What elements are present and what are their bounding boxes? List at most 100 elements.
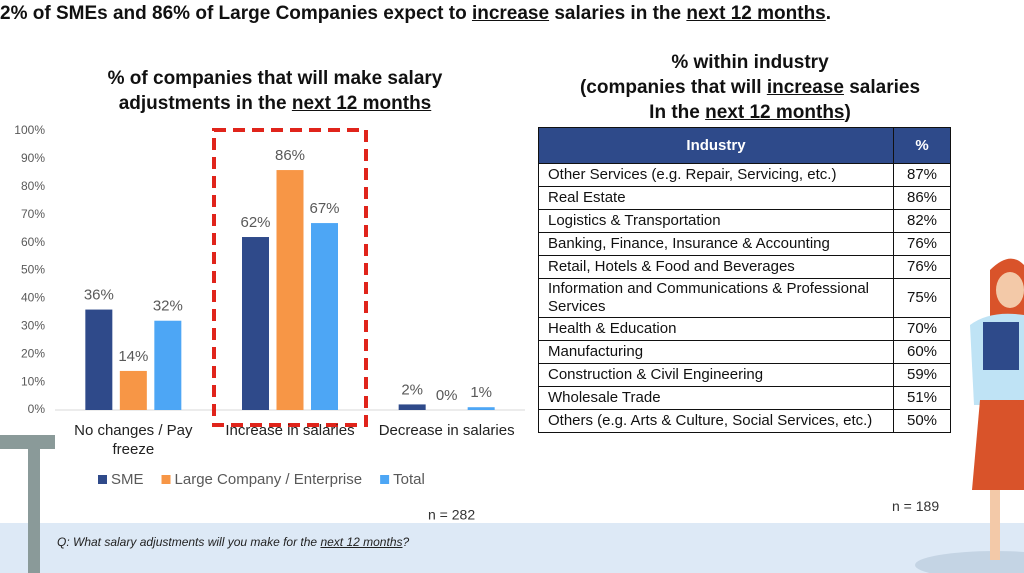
table-row: Construction & Civil Engineering 59%	[538, 363, 951, 387]
pct-cell: 60%	[893, 340, 951, 364]
value-label: 86%	[275, 147, 305, 164]
pct-cell: 59%	[893, 363, 951, 387]
pct-cell: 87%	[893, 163, 951, 187]
text-segment: 2% of SMEs and 86% of Large Companies ex…	[0, 3, 472, 24]
text-segment: )	[844, 102, 851, 123]
annotation: n = 282	[428, 507, 475, 523]
text-segment: (companies that will	[579, 77, 767, 98]
text-segment: increase	[766, 77, 844, 98]
table-note: n = 189	[892, 498, 940, 514]
footnote: Q: What salary adjustments will you make…	[57, 535, 409, 549]
value-label: 36%	[84, 287, 114, 304]
pct-cell: 86%	[893, 186, 951, 210]
industry-cell: Retail, Hotels & Food and Beverages	[538, 255, 894, 279]
table-row: Wholesale Trade 51%	[538, 386, 951, 410]
y-tick-label: 10%	[21, 374, 45, 388]
x-tick-label: Increase in salaries	[225, 422, 355, 439]
pct-cell: 82%	[893, 209, 951, 233]
text-segment: next 12 months	[291, 93, 432, 114]
table-row: Others (e.g. Arts & Culture, Social Serv…	[538, 409, 951, 433]
y-tick-label: 40%	[21, 291, 45, 305]
text-segment: next 12 months	[320, 535, 403, 549]
industry-cell: Others (e.g. Arts & Culture, Social Serv…	[538, 409, 894, 433]
pct-cell: 50%	[893, 409, 951, 433]
table-row: Banking, Finance, Insurance & Accounting…	[538, 232, 951, 256]
text-segment: adjustments in the	[118, 93, 292, 114]
industry-cell: Real Estate	[538, 186, 894, 210]
industry-cell: Manufacturing	[538, 340, 894, 364]
text-segment: salaries	[843, 77, 921, 98]
value-label: 2%	[401, 381, 423, 398]
bar	[276, 170, 304, 410]
bar	[467, 407, 495, 410]
y-tick-label: 50%	[21, 263, 45, 277]
y-tick-label: 60%	[21, 235, 45, 249]
pct-cell: 51%	[893, 386, 951, 410]
table-row: Health & Education 70%	[538, 317, 951, 341]
industry-cell: Logistics & Transportation	[538, 209, 894, 233]
bar-chart: 0% 10% 20% 30% 40% 50% 60% 70% 80% 90% 100% 36% 14% 3…	[14, 123, 525, 523]
value-label: 62%	[240, 214, 270, 231]
highlight-box	[212, 128, 368, 427]
floor-shadow	[915, 551, 1024, 573]
leg	[990, 490, 1000, 560]
bar	[242, 237, 269, 410]
y-tick-label: 30%	[21, 318, 45, 332]
table-row: Information and Communications & Profess…	[538, 278, 951, 318]
table-row: Manufacturing 60%	[538, 340, 951, 364]
folder	[983, 322, 1019, 370]
legend-label: Total	[393, 471, 425, 488]
footer-band	[0, 523, 1024, 573]
table-header: Industry%	[538, 127, 951, 164]
table-row: Real Estate 86%	[538, 186, 951, 210]
pct-cell: 76%	[893, 232, 951, 256]
bar	[119, 370, 147, 410]
industry-cell: Construction & Civil Engineering	[538, 363, 894, 387]
bar	[154, 320, 182, 410]
table-row: Other Services (e.g. Repair, Servicing, …	[538, 163, 951, 187]
text-segment: % within industry	[671, 52, 829, 73]
headline: 2% of SMEs and 86% of Large Companies ex…	[0, 3, 831, 25]
y-tick-label: 70%	[21, 207, 45, 221]
text-segment: In the	[649, 102, 706, 123]
text-segment: salaries in the	[549, 3, 687, 24]
title-line: (companies that will increase salaries	[540, 75, 960, 100]
text-segment: next 12 months	[705, 102, 845, 123]
desk-top	[0, 435, 55, 449]
header-cell: %	[893, 127, 951, 164]
legend-swatch	[380, 475, 390, 484]
table-row: Retail, Hotels & Food and Beverages 76%	[538, 255, 951, 279]
y-tick-label: 100%	[14, 123, 45, 137]
legend-swatch	[98, 475, 107, 484]
title-line: % within industry	[540, 50, 960, 75]
value-label: 0%	[436, 387, 458, 404]
y-tick-label: 20%	[21, 346, 45, 360]
text-segment: increase	[471, 3, 550, 24]
industry-cell: Banking, Finance, Insurance & Accounting	[538, 232, 894, 256]
text-segment: .	[825, 3, 832, 24]
text-segment: ?	[402, 535, 410, 549]
bar	[398, 404, 426, 410]
legend-swatch	[161, 475, 171, 484]
y-tick-label: 80%	[21, 179, 45, 193]
value-label: 1%	[470, 384, 492, 401]
industry-cell: Information and Communications & Profess…	[538, 278, 894, 318]
x-tick-label: Decrease in salaries	[378, 422, 515, 439]
bar	[311, 223, 338, 410]
industry-cell: Other Services (e.g. Repair, Servicing, …	[538, 163, 894, 187]
text-segment: % of companies that will make salary	[107, 68, 443, 89]
legend-label: SME	[111, 471, 144, 488]
y-tick-label: 90%	[21, 151, 45, 165]
header-cell: Industry	[538, 127, 894, 164]
desk-leg	[28, 449, 40, 573]
face	[996, 272, 1024, 308]
industry-cell: Health & Education	[538, 317, 894, 341]
legend-label: Large Company / Enterprise	[175, 471, 363, 488]
value-label: 32%	[153, 298, 183, 315]
table-title: % within industry (companies that will in…	[540, 50, 960, 125]
pct-cell: 70%	[893, 317, 951, 341]
text-segment: next 12 months	[686, 3, 826, 24]
text-segment: Q: What salary adjustments will you make…	[57, 535, 321, 549]
